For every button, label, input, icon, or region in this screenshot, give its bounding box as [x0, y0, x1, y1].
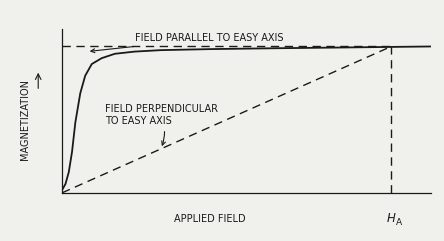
Text: A: A: [396, 218, 402, 227]
Text: FIELD PARALLEL TO EASY AXIS: FIELD PARALLEL TO EASY AXIS: [91, 33, 283, 53]
Text: MAGNETIZATION: MAGNETIZATION: [20, 79, 30, 160]
Text: APPLIED FIELD: APPLIED FIELD: [174, 214, 246, 224]
Text: FIELD PERPENDICULAR
TO EASY AXIS: FIELD PERPENDICULAR TO EASY AXIS: [105, 104, 218, 145]
Text: H: H: [387, 213, 396, 226]
